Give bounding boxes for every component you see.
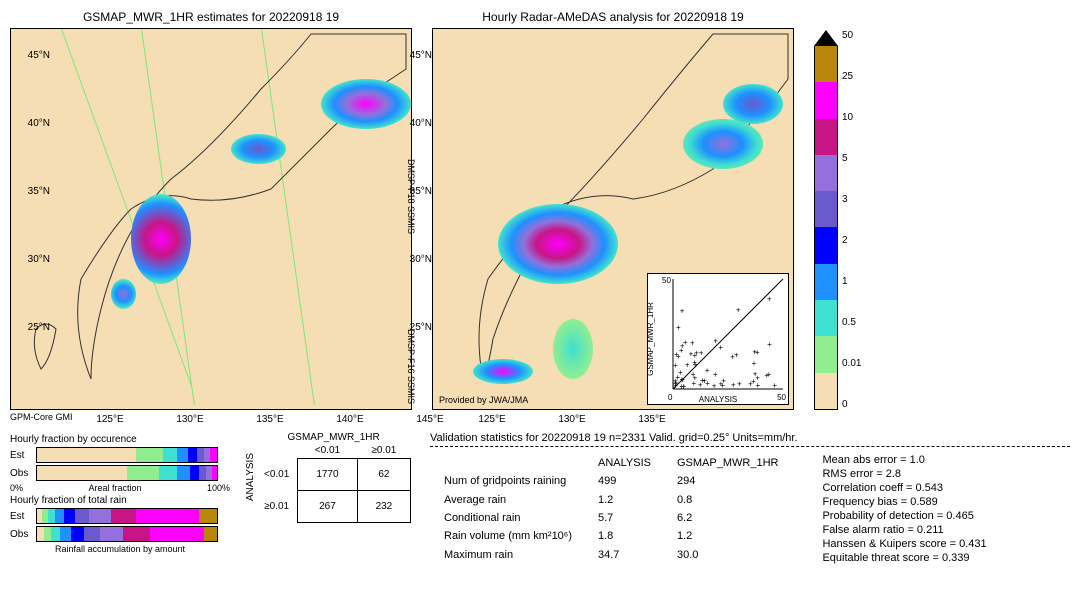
- barfrac2-title: Hourly fraction of total rain: [10, 495, 230, 506]
- barfrac1-title: Hourly fraction by occurence: [10, 434, 230, 445]
- bar-fraction-panel: Hourly fraction by occurence EstObs 0%Ar…: [10, 432, 230, 565]
- colorbar-arrow-icon: [814, 30, 838, 46]
- svg-text:+: +: [705, 366, 710, 375]
- svg-text:+: +: [737, 380, 742, 389]
- svg-text:+: +: [676, 323, 681, 332]
- svg-text:+: +: [673, 361, 678, 370]
- contingency-table: <0.01≥0.01 <0.01177062 ≥0.01267232: [256, 443, 411, 523]
- svg-text:+: +: [730, 353, 735, 362]
- svg-text:+: +: [767, 340, 772, 349]
- svg-text:+: +: [699, 349, 704, 358]
- scatter-inset: ++++++++++++++++++++++++++++++++++++++++…: [647, 273, 789, 405]
- svg-text:+: +: [692, 379, 697, 388]
- provided-by: Provided by JWA/JMA: [439, 395, 528, 405]
- svg-text:+: +: [705, 379, 710, 388]
- contingency-title: GSMAP_MWR_1HR: [256, 432, 411, 443]
- gsmap-map-panel: GSMAP_MWR_1HR estimates for 20220918 19 …: [10, 10, 412, 422]
- stats-title: Validation statistics for 20220918 19 n=…: [430, 432, 1070, 447]
- svg-text:+: +: [682, 382, 687, 391]
- svg-text:+: +: [680, 307, 685, 316]
- contingency-ylabel: ANALYSIS: [245, 453, 256, 501]
- radar-amedas-map-panel: Hourly Radar-AMeDAS analysis for 2022091…: [432, 10, 794, 422]
- svg-text:+: +: [719, 380, 724, 389]
- svg-text:+: +: [753, 370, 758, 379]
- scatter-ylabel: GSMAP_MWR_1HR: [646, 302, 655, 376]
- map2-title: Hourly Radar-AMeDAS analysis for 2022091…: [432, 10, 794, 24]
- scatter-xlabel: ANALYSIS: [699, 395, 738, 404]
- svg-text:+: +: [731, 381, 736, 390]
- svg-text:+: +: [712, 382, 717, 391]
- sensor-label: DMSP-F16 SSMIS: [406, 329, 416, 404]
- map2-canvas: ++++++++++++++++++++++++++++++++++++++++…: [432, 28, 794, 410]
- stats-table: ANALYSISGSMAP_MWR_1HR Num of gridpoints …: [430, 453, 792, 565]
- colorbar: 50251053210.50.010: [814, 30, 861, 422]
- svg-text:+: +: [713, 370, 718, 379]
- svg-text:+: +: [692, 358, 697, 367]
- svg-text:+: +: [718, 343, 723, 352]
- stats-metrics: Mean abs error = 1.0RMS error = 2.8Corre…: [822, 453, 986, 565]
- svg-text:+: +: [765, 371, 770, 380]
- svg-text:+: +: [772, 381, 777, 390]
- svg-text:+: +: [752, 348, 757, 357]
- svg-text:+: +: [755, 381, 760, 390]
- validation-stats-panel: Validation statistics for 20220918 19 n=…: [430, 432, 1070, 565]
- svg-text:+: +: [752, 359, 757, 368]
- map1-canvas: DMSP-F18 SSMIS DMSP-F16 SSMIS: [10, 28, 412, 410]
- svg-text:+: +: [690, 338, 695, 347]
- svg-text:+: +: [685, 361, 690, 370]
- map1-title: GSMAP_MWR_1HR estimates for 20220918 19: [10, 10, 412, 24]
- svg-text:+: +: [679, 346, 684, 355]
- svg-text:+: +: [736, 306, 741, 315]
- svg-text:+: +: [674, 379, 679, 388]
- svg-text:+: +: [767, 294, 772, 303]
- contingency-panel: ANALYSIS GSMAP_MWR_1HR <0.01≥0.01 <0.011…: [245, 432, 415, 565]
